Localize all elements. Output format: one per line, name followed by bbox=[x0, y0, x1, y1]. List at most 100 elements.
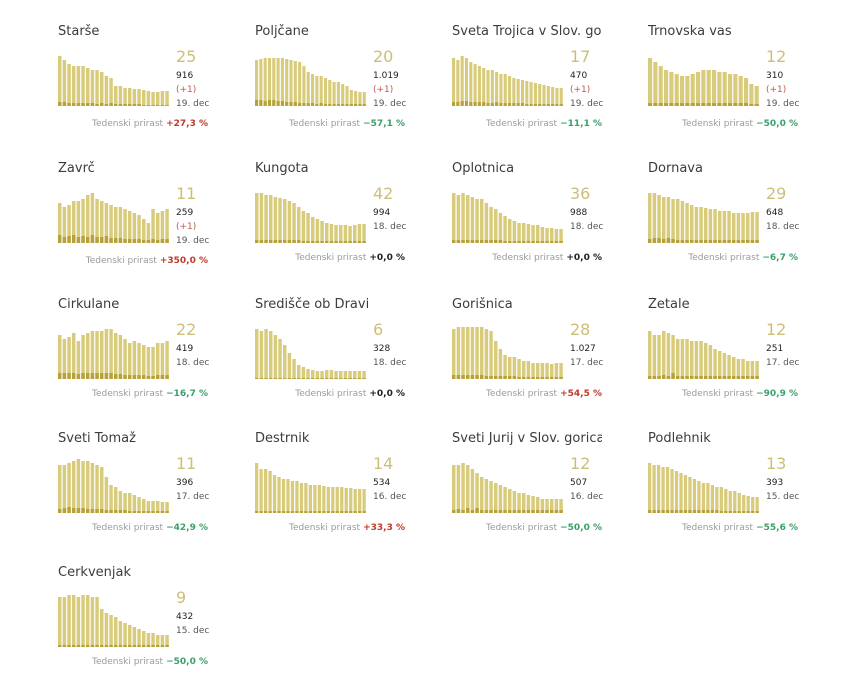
sparkline-new-bar bbox=[132, 375, 137, 379]
sparkline-bar bbox=[259, 193, 264, 243]
sparkline-chart bbox=[452, 327, 563, 379]
sparkline-bar bbox=[540, 363, 545, 379]
sparkline-new-bar bbox=[263, 511, 268, 513]
sparkline-bar bbox=[278, 198, 282, 243]
sparkline-bar bbox=[559, 499, 563, 513]
sparkline-bar bbox=[128, 211, 132, 243]
sparkline-bar bbox=[118, 207, 123, 243]
total-count: 507 bbox=[570, 478, 588, 488]
weekly-growth: Tedenski prirast −57,1 % bbox=[289, 118, 405, 130]
sparkline-new-bar bbox=[137, 645, 141, 647]
sparkline-bar bbox=[512, 357, 517, 379]
sparkline-new-bar bbox=[100, 645, 104, 647]
sparkline-bar bbox=[503, 487, 507, 513]
sparkline-bar bbox=[81, 335, 85, 379]
sparkline-bar bbox=[123, 88, 127, 106]
sparkline-new-bar bbox=[315, 378, 320, 379]
sparkline-bar bbox=[58, 56, 62, 106]
daily-delta: (+1) bbox=[570, 85, 591, 95]
sparkline-new-bar bbox=[701, 103, 706, 106]
sparkline-new-bar bbox=[306, 378, 310, 379]
sparkline-bar bbox=[508, 219, 512, 243]
sparkline-new-bar bbox=[477, 102, 481, 106]
sparkline-bar bbox=[283, 345, 287, 379]
sparkline-bar bbox=[165, 91, 169, 106]
municipality-title: Starše bbox=[58, 24, 100, 39]
sparkline-new-bar bbox=[475, 508, 479, 513]
sparkline-bar bbox=[114, 487, 118, 513]
sparkline-new-bar bbox=[736, 240, 741, 243]
sparkline-new-bar bbox=[708, 240, 713, 243]
sparkline-bar bbox=[90, 597, 95, 647]
sparkline-new-bar bbox=[137, 375, 141, 379]
sparkline-bar bbox=[546, 86, 550, 106]
sparkline-bar bbox=[104, 203, 109, 243]
sparkline-new-bar bbox=[671, 239, 675, 243]
sparkline-new-bar bbox=[277, 511, 281, 513]
weekly-growth: Tedenski prirast +33,3 % bbox=[289, 522, 405, 534]
municipality-title: Destrnik bbox=[255, 431, 310, 446]
sparkline-new-bar bbox=[669, 103, 674, 106]
municipality-card: Oplotnica 36 988 18. dec Tedenski prirast +0,… bbox=[452, 161, 648, 291]
sparkline-bar bbox=[278, 339, 282, 379]
sparkline-bar bbox=[272, 475, 277, 513]
sparkline-new-bar bbox=[146, 645, 151, 647]
sparkline-new-bar bbox=[323, 104, 328, 106]
sparkline-new-bar bbox=[165, 375, 169, 379]
sparkline-new-bar bbox=[58, 102, 62, 106]
weekly-growth: Tedenski prirast −16,7 % bbox=[92, 388, 208, 400]
municipality-title: Žetale bbox=[648, 297, 690, 312]
sparkline-bar bbox=[311, 74, 315, 106]
sparkline-new-bar bbox=[742, 511, 746, 513]
sparkline-bar bbox=[109, 329, 113, 379]
sparkline-new-bar bbox=[683, 510, 688, 513]
sparkline-new-bar bbox=[690, 103, 695, 106]
sparkline-new-bar bbox=[298, 103, 302, 106]
sparkline-bar bbox=[690, 74, 695, 106]
sparkline-bar bbox=[86, 333, 90, 379]
sparkline-bar bbox=[67, 337, 71, 379]
sparkline-new-bar bbox=[461, 375, 465, 379]
sparkline-new-bar bbox=[722, 103, 727, 106]
sparkline-bar bbox=[323, 78, 328, 106]
sparkline-new-bar bbox=[517, 377, 521, 379]
sparkline-bar bbox=[146, 633, 151, 647]
sparkline-bar bbox=[165, 341, 169, 379]
sparkline-bar bbox=[456, 465, 461, 513]
sparkline-chart bbox=[58, 56, 169, 106]
sparkline-bar bbox=[653, 62, 658, 106]
sparkline-new-bar bbox=[712, 103, 717, 106]
sparkline-bar bbox=[123, 339, 127, 379]
sparkline-new-bar bbox=[494, 376, 498, 379]
sparkline-bar bbox=[490, 70, 494, 106]
sparkline-bar bbox=[648, 463, 652, 513]
sparkline-bar bbox=[470, 197, 475, 243]
sparkline-bar bbox=[328, 80, 332, 106]
sparkline-bar bbox=[522, 361, 526, 379]
sparkline-new-bar bbox=[480, 510, 484, 513]
sparkline-bar bbox=[704, 208, 708, 243]
update-date: 17. dec bbox=[766, 358, 800, 368]
sparkline-bar bbox=[255, 193, 259, 243]
sparkline-new-bar bbox=[456, 102, 460, 106]
weekly-growth-value: −50,0 % bbox=[560, 523, 602, 533]
sparkline-bar bbox=[146, 91, 151, 106]
sparkline-new-bar bbox=[648, 103, 653, 106]
municipality-card: Sveti Jurij v Slov. goricah 12 507 16. dec T… bbox=[452, 431, 648, 561]
sparkline-bar bbox=[137, 89, 141, 106]
sparkline-bar bbox=[526, 361, 531, 379]
sparkline-new-bar bbox=[746, 511, 750, 513]
sparkline-chart bbox=[648, 58, 759, 106]
sparkline-bar bbox=[334, 371, 338, 379]
update-date: 18. dec bbox=[766, 222, 800, 232]
sparkline-bar bbox=[697, 481, 701, 513]
weekly-growth-value: −16,7 % bbox=[166, 389, 208, 399]
sparkline-new-bar bbox=[286, 511, 290, 513]
sparkline-new-bar bbox=[498, 376, 503, 379]
sparkline-bar bbox=[306, 369, 310, 379]
sparkline-new-bar bbox=[114, 238, 118, 243]
sparkline-new-bar bbox=[72, 645, 76, 647]
sparkline-new-bar bbox=[452, 240, 456, 243]
sparkline-bar bbox=[322, 486, 326, 513]
sparkline-bar bbox=[301, 367, 306, 379]
